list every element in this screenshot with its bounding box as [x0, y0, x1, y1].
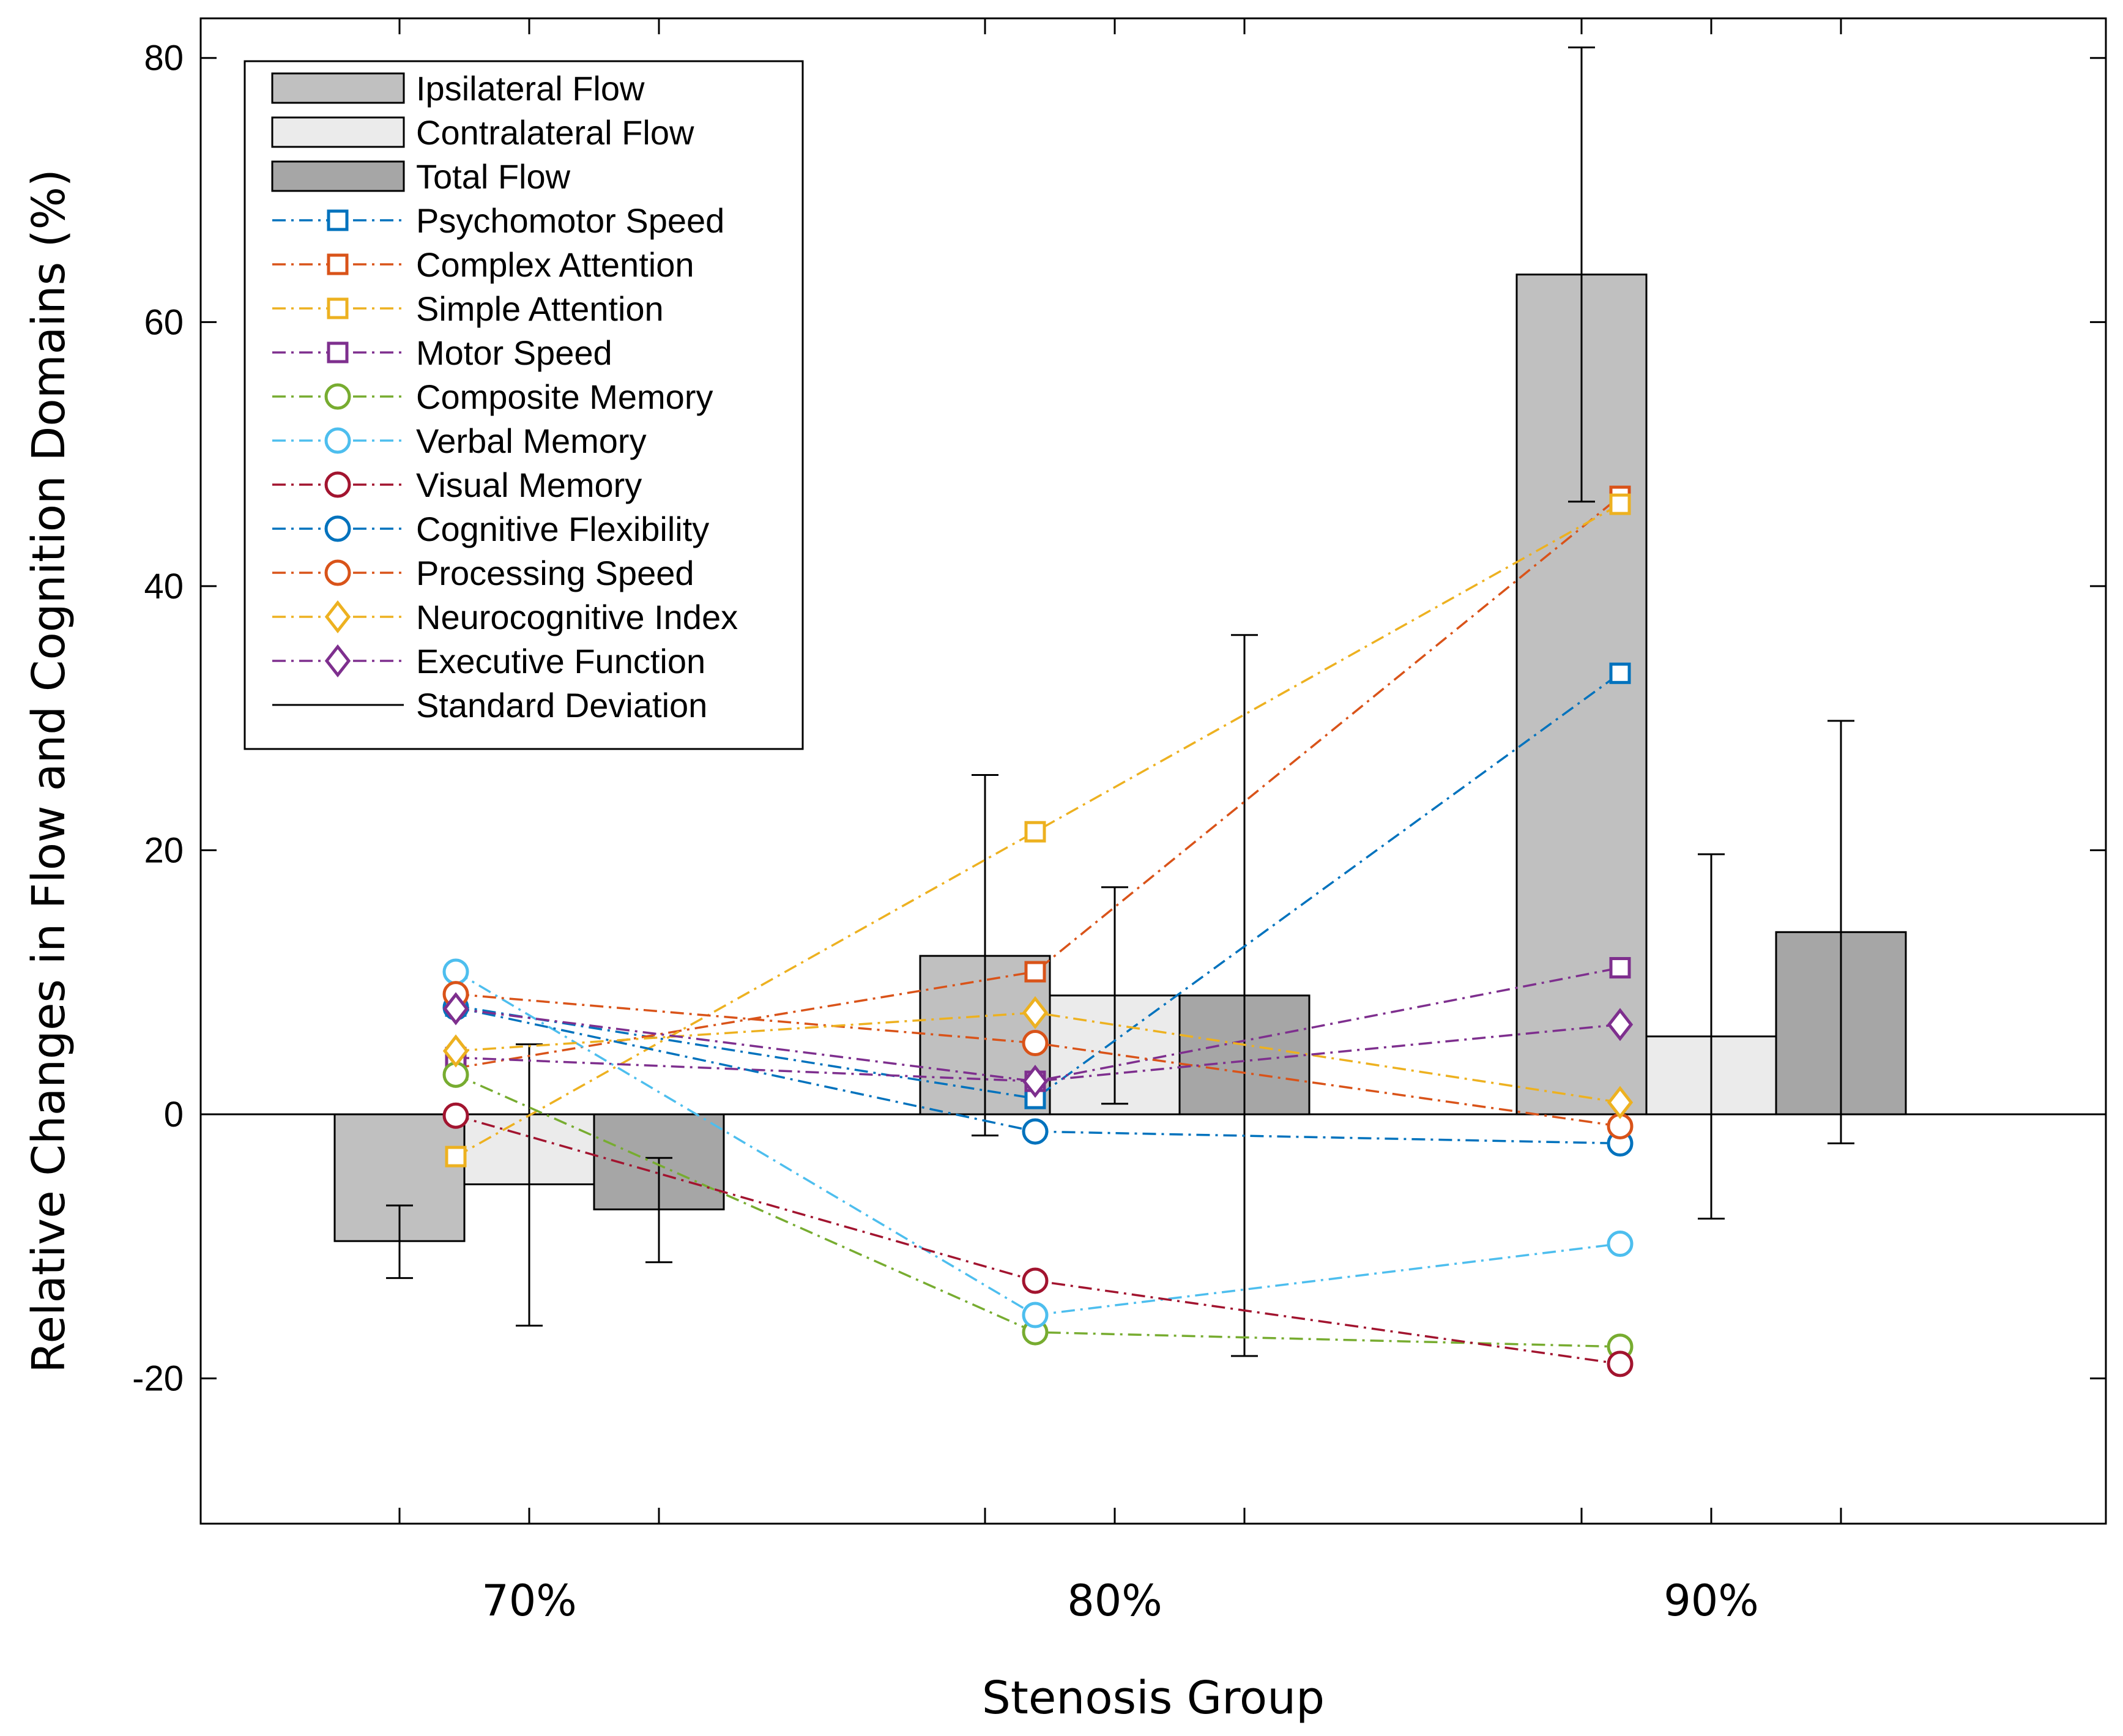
line-composite-memory [455, 1073, 1621, 1348]
legend-marker [327, 253, 349, 275]
legend-label: Composite Memory [416, 378, 713, 416]
errorbar-contralateral-flow-90 [1698, 853, 1725, 1220]
legend-item-motor-speed: Motor Speed [272, 333, 612, 372]
legend-item-standard-deviation: Standard Deviation [272, 686, 707, 725]
marker-verbal-memory-90 [1607, 1231, 1634, 1257]
y-axis-title: Relative Changes in Flow and Cognition D… [23, 169, 75, 1373]
marker-verbal-memory-70 [442, 958, 469, 985]
marker-neurocognitive-index-90 [1607, 1086, 1634, 1119]
legend-marker [324, 600, 351, 634]
markers-layer [442, 485, 1634, 1377]
errorbar-total-flow-90 [1827, 720, 1854, 1145]
ticks-layer: -20 0 20 40 60 80 70% 80% 90% [132, 18, 2106, 1626]
legend-item-psychomotor-speed: Psychomotor Speed [272, 201, 724, 240]
legend-label: Psychomotor Speed [416, 201, 724, 240]
y-tick-label: 40 [144, 567, 184, 606]
legend-marker [327, 209, 349, 231]
x-tick-label-80: 80% [1067, 1576, 1162, 1626]
legend-label: Motor Speed [416, 333, 612, 372]
legend-marker [327, 341, 349, 363]
marker-cognitive-flexibility-80 [1022, 1118, 1049, 1145]
errorbar-ipsilateral-flow-70 [386, 1204, 413, 1280]
errorbar-total-flow-80 [1231, 634, 1258, 1357]
marker-complex-attention-80 [1024, 961, 1046, 983]
legend-label: Cognitive Flexibility [416, 510, 709, 548]
legend-marker [324, 383, 351, 410]
marker-simple-attention-90 [1609, 493, 1631, 515]
legend-label: Neurocognitive Index [416, 598, 738, 636]
line-processing-speed [455, 993, 1621, 1128]
legend-swatch [271, 72, 405, 104]
legend-label: Simple Attention [416, 289, 664, 328]
legend-label: Executive Function [416, 642, 705, 680]
legend-swatch [271, 160, 405, 192]
legend-label: Standard Deviation [416, 686, 707, 725]
legend-marker [324, 559, 351, 586]
marker-neurocognitive-index-70 [442, 1034, 469, 1068]
marker-executive-function-70 [442, 992, 469, 1026]
legend-item-total-flow: Total Flow [271, 157, 571, 196]
marker-executive-function-90 [1607, 1008, 1634, 1041]
legend-marker [324, 644, 351, 678]
plot-frame [199, 17, 2107, 1525]
legend-swatch [271, 116, 405, 148]
legend-item-processing-speed: Processing Speed [272, 554, 694, 592]
y-tick-label: -20 [132, 1359, 184, 1399]
x-axis-title: Stenosis Group [982, 1672, 1325, 1724]
legend-item-visual-memory: Visual Memory [272, 466, 642, 504]
marker-visual-memory-70 [442, 1102, 469, 1129]
marker-visual-memory-90 [1607, 1350, 1634, 1377]
errorbar-ipsilateral-flow-80 [972, 773, 998, 1137]
line-complex-attention [455, 495, 1621, 1070]
legend-item-executive-function: Executive Function [272, 642, 705, 680]
marker-visual-memory-80 [1022, 1267, 1049, 1294]
legend-item-complex-attention: Complex Attention [272, 245, 694, 284]
y-tick-label: 0 [164, 1095, 184, 1134]
legend-marker [327, 297, 349, 319]
marker-motor-speed-90 [1609, 957, 1631, 979]
legend-label: Total Flow [416, 157, 571, 196]
marker-executive-function-80 [1022, 1065, 1049, 1098]
marker-simple-attention-70 [445, 1146, 467, 1168]
line-neurocognitive-index [455, 1011, 1621, 1104]
errorbar-ipsilateral-flow-90 [1568, 46, 1595, 503]
legend-label: Contralateral Flow [416, 113, 694, 152]
legend-item-cognitive-flexibility: Cognitive Flexibility [272, 510, 709, 548]
errorbar-total-flow-70 [645, 1157, 672, 1264]
marker-verbal-memory-80 [1022, 1302, 1049, 1328]
marker-simple-attention-80 [1024, 821, 1046, 843]
marker-psychomotor-speed-90 [1609, 662, 1631, 684]
legend-item-ipsilateral-flow: Ipsilateral Flow [271, 69, 645, 108]
legend-label: Visual Memory [416, 466, 642, 504]
legend-label: Processing Speed [416, 554, 694, 592]
y-tick-label: 80 [144, 39, 184, 78]
legend-label: Verbal Memory [416, 422, 647, 460]
marker-processing-speed-80 [1022, 1030, 1049, 1057]
legend-item-contralateral-flow: Contralateral Flow [271, 113, 694, 152]
legend-marker [324, 427, 351, 454]
x-tick-label-90: 90% [1664, 1576, 1759, 1626]
legend-label: Complex Attention [416, 245, 694, 284]
legend-item-verbal-memory: Verbal Memory [272, 422, 647, 460]
line-executive-function [455, 1007, 1621, 1082]
errorbars-layer [386, 46, 1854, 1357]
marker-neurocognitive-index-80 [1022, 996, 1049, 1029]
line-motor-speed [455, 966, 1621, 1082]
errorbar-contralateral-flow-70 [516, 1043, 543, 1327]
legend-item-simple-attention: Simple Attention [272, 289, 664, 328]
x-tick-label-70: 70% [481, 1576, 577, 1626]
errorbar-contralateral-flow-80 [1101, 886, 1128, 1105]
legend-item-composite-memory: Composite Memory [272, 378, 713, 416]
y-tick-label: 20 [144, 830, 184, 870]
legend-marker [324, 471, 351, 498]
legend: Ipsilateral Flow Contralateral Flow Total … [244, 60, 804, 750]
legend-marker [324, 515, 351, 542]
legend-item-neurocognitive-index: Neurocognitive Index [272, 598, 738, 636]
y-tick-label: 60 [144, 302, 184, 342]
legend-label: Ipsilateral Flow [416, 69, 645, 108]
